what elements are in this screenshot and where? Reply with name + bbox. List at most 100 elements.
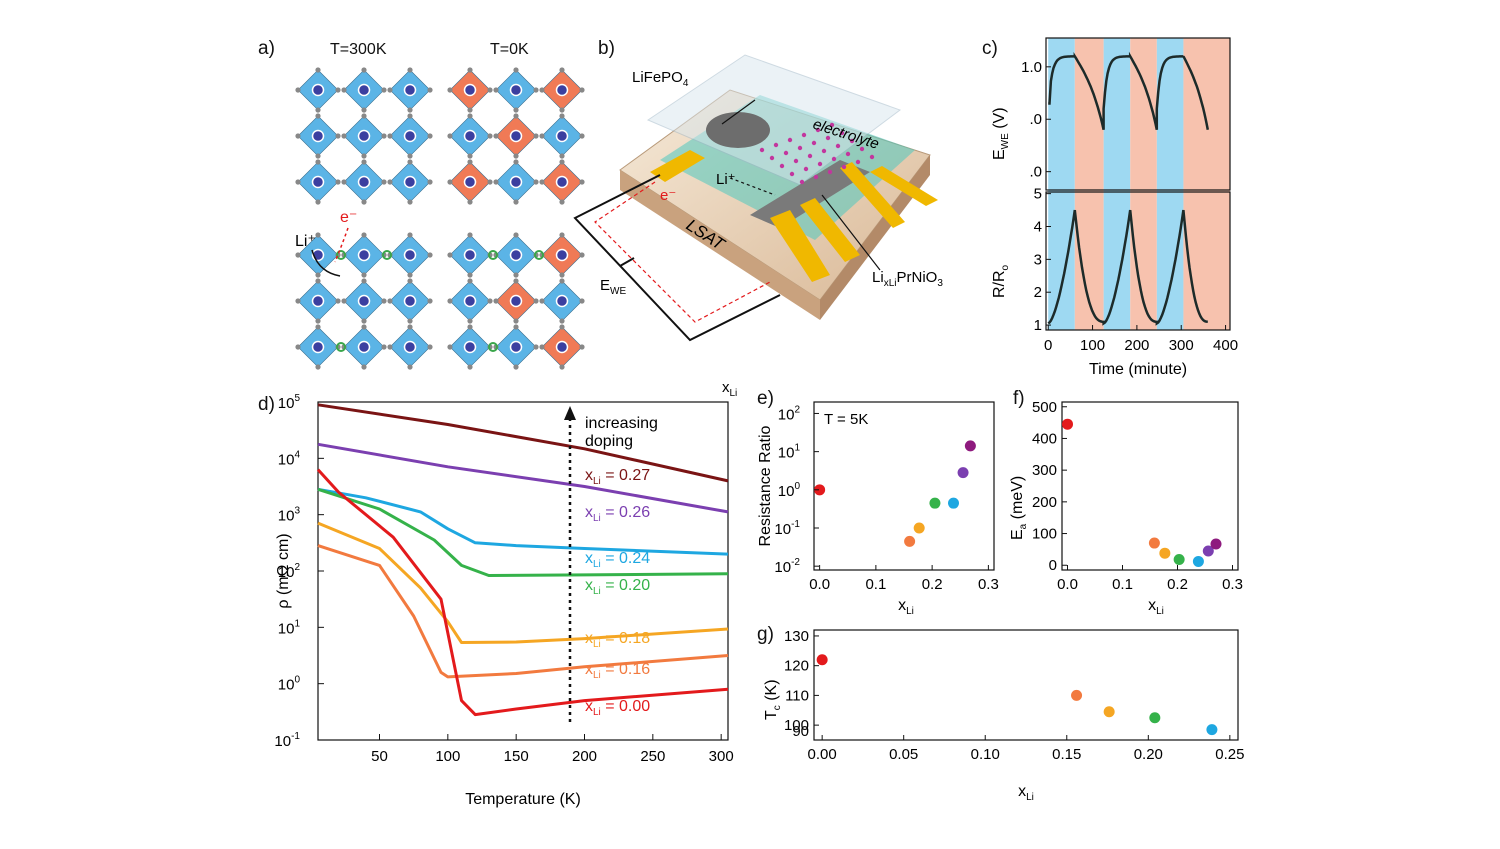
oxygen-atom [295, 298, 301, 304]
b-site-cation [463, 83, 477, 97]
y-tick-label: 100 [784, 717, 809, 734]
y-axis-title: Ea (meV) [1009, 476, 1029, 540]
oxygen-atom [493, 298, 499, 304]
li-dot [803, 166, 809, 172]
b-site-cation [403, 294, 417, 308]
b-site-cation [509, 294, 523, 308]
oxygen-atom [513, 199, 519, 205]
b-site-cation [509, 83, 523, 97]
chart-d-resistivity: xLi = 0.27 xLi = 0.26 xLi = 0.24 xLi = 0.20… [274, 379, 737, 808]
oxygen-atom [335, 298, 341, 304]
x-tick-label: 100 [435, 748, 460, 765]
b-site-cation [311, 129, 325, 143]
chart-c-voltage-resistance: 1.0 .0 .0 1 2 3 4 5 0 100 200 300 400 Time (minute) EW… [991, 37, 1238, 378]
li-dot [759, 147, 765, 153]
x-tick-label: 200 [572, 748, 597, 765]
li-dot [773, 142, 779, 148]
x-tick-label: 0.10 [971, 746, 1000, 763]
voltage-trace [1048, 51, 1210, 130]
y-tick-label: 103 [278, 506, 301, 525]
y-tick-label: 200 [1032, 494, 1057, 511]
oxygen-atom [493, 179, 499, 185]
y-axis-title-bottom: R/Ro [991, 264, 1011, 298]
legend-header: xLi [722, 379, 737, 399]
oxygen-atom [407, 107, 413, 113]
oxygen-atom [295, 252, 301, 258]
x-axis-title: xLi [898, 597, 914, 617]
oxygen-atom [381, 298, 387, 304]
oxygen-atom [407, 318, 413, 324]
y-tick-label: 0 [1049, 557, 1057, 574]
glass-cover [646, 54, 902, 186]
series-label-0.16: xLi = 0.16 [585, 661, 650, 681]
oxygen-atom [361, 113, 367, 119]
panel-a-title-0k: T=0K [490, 41, 529, 58]
cathode-pointer [721, 99, 756, 125]
oxygen-atom [533, 87, 539, 93]
b-site-cation [403, 175, 417, 189]
annotation-line-2: doping [585, 433, 633, 450]
chart-e-resistance-ratio: 10-2 10-1 100 101 102 0.0 0.1 0.2 0.3 T = 5K xLi Re… [757, 401, 999, 617]
y-tick-label-top: 1.0 [1021, 59, 1042, 76]
oxygen-atom [467, 324, 473, 330]
li-dot [829, 122, 835, 128]
oxygen-atom [447, 298, 453, 304]
panel-label-b: b) [598, 38, 615, 59]
data-point [816, 654, 828, 666]
li-dot [817, 161, 823, 167]
oxygen-atom [467, 113, 473, 119]
b-site-cation [311, 340, 325, 354]
gold-electrode-4 [840, 162, 905, 228]
oxygen-atom [533, 298, 539, 304]
oxygen-atom [407, 67, 413, 73]
y-tick-label: 101 [778, 443, 801, 462]
x-tick-label: 0.2 [922, 576, 943, 593]
li-dot [783, 150, 789, 156]
b-site-cation [311, 294, 325, 308]
gold-electrode-2 [800, 198, 860, 262]
oxygen-atom [467, 272, 473, 278]
y-tick-label: 104 [278, 449, 301, 468]
oxygen-atom [513, 272, 519, 278]
perovskite-lattices [295, 67, 585, 370]
y-axis-title: Resistance Ratio [757, 425, 774, 546]
x-tick-label: 100 [1080, 337, 1105, 354]
li-dot [859, 146, 865, 152]
b-site-cation [403, 129, 417, 143]
b-site-cation [463, 294, 477, 308]
oxygen-atom [467, 67, 473, 73]
oxygen-atom [487, 133, 493, 139]
oxygen-atom [427, 298, 433, 304]
cathode-label: LiFePO4 [632, 69, 689, 89]
li-dot [821, 148, 827, 154]
b-site-cation [555, 175, 569, 189]
oxygen-atom [467, 278, 473, 284]
gold-electrode-we [650, 150, 705, 182]
data-point [929, 497, 941, 509]
data-point [1210, 538, 1222, 550]
oxygen-atom [361, 199, 367, 205]
oxygen-atom [513, 318, 519, 324]
x-tick-label: 0.3 [1222, 576, 1243, 593]
b-site-cation [509, 340, 523, 354]
oxygen-atom [335, 133, 341, 139]
oxygen-atom [493, 87, 499, 93]
li-dot [825, 135, 831, 141]
oxygen-atom [447, 179, 453, 185]
oxygen-atom [513, 324, 519, 330]
data-point [1062, 418, 1073, 430]
li-dot [835, 143, 841, 149]
series-line-0.18 [317, 521, 729, 644]
oxygen-atom [559, 159, 565, 165]
chart-f-frame [1061, 401, 1239, 571]
oxygen-atom [559, 364, 565, 370]
b-site-cation [463, 175, 477, 189]
y-tick-label: 120 [784, 658, 809, 675]
y-tick-label-bottom: 2 [1034, 284, 1042, 301]
x-tick-label: 300 [709, 748, 734, 765]
li-ion-label-b: Li⁺ [716, 171, 736, 188]
y-tick-label-top: .0 [1029, 111, 1042, 128]
oxygen-atom [447, 133, 453, 139]
li-dot [779, 163, 785, 169]
oxygen-atom [427, 252, 433, 258]
